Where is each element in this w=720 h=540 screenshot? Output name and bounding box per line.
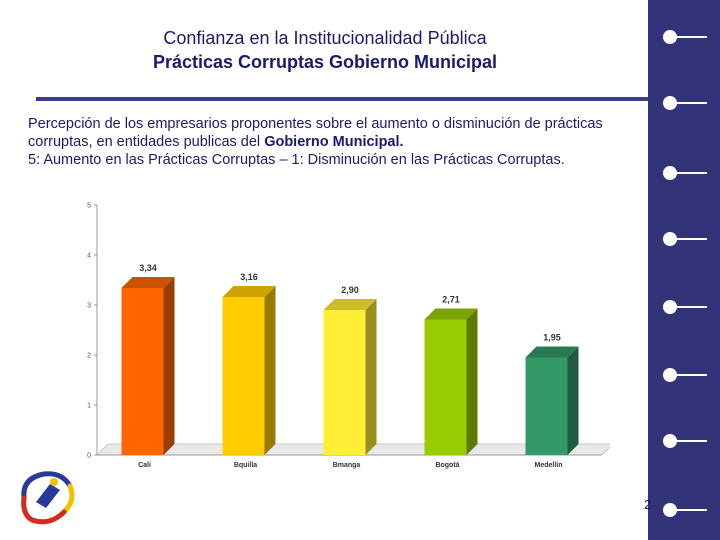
data-label: 1,95 xyxy=(543,333,561,343)
slide-title: Confianza en la Institucionalidad Públic… xyxy=(40,26,610,74)
bar-cali xyxy=(121,288,164,455)
data-label: 3,16 xyxy=(240,272,258,282)
y-tick-label: 1 xyxy=(87,403,91,410)
page-number: 2 xyxy=(644,497,652,512)
y-tick-label: 0 xyxy=(87,453,91,460)
data-label: 2,71 xyxy=(442,295,460,305)
chart-description: Percepción de los empresarios proponente… xyxy=(28,115,646,169)
logo-icon xyxy=(21,471,75,525)
bar-bquilla xyxy=(222,297,265,455)
data-label: 3,34 xyxy=(139,263,157,273)
bullet-icon xyxy=(663,166,707,180)
bar-medellín xyxy=(525,357,568,455)
bar-top xyxy=(323,299,377,310)
bar-side xyxy=(163,277,175,455)
data-label: 2,90 xyxy=(341,285,359,295)
bar-chart: 0 1 2 3 4 5 3,34 Cali 3,16 Bquilla 2,90 Bmanga 2,71 B… xyxy=(87,203,610,470)
bar-side xyxy=(466,308,478,455)
chart-labels: 0 1 2 3 4 5 3,34 Cali 3,16 Bquilla 2,90 Bmanga 2,71 B… xyxy=(87,203,562,470)
bullet-icon xyxy=(663,434,707,448)
description-scale: 5: Aumento en las Prácticas Corruptas – … xyxy=(28,152,565,168)
bar-side xyxy=(567,346,579,455)
chart-bars xyxy=(121,277,579,455)
y-tick-label: 4 xyxy=(87,253,91,260)
description-bold-entity: Gobierno Municipal. xyxy=(264,134,404,150)
title-line-2: Prácticas Corruptas Gobierno Municipal xyxy=(152,52,498,72)
bullet-icon xyxy=(663,232,707,246)
y-tick-label: 5 xyxy=(87,203,91,210)
bar-top xyxy=(525,346,579,358)
x-tick-label: Bquilla xyxy=(234,462,257,469)
title-line-1: Confianza en la Institucionalidad Públic… xyxy=(163,28,487,48)
y-tick-label: 3 xyxy=(87,303,91,310)
title-divider xyxy=(36,97,648,101)
bar-side xyxy=(264,286,276,455)
bullet-icon xyxy=(663,503,707,517)
x-tick-label: Cali xyxy=(138,462,151,469)
bullet-icon xyxy=(663,300,707,314)
x-tick-label: Bogotá xyxy=(435,462,459,469)
bar-side xyxy=(365,299,377,455)
bar-top xyxy=(121,277,175,288)
x-tick-label: Medellín xyxy=(534,462,562,469)
decorative-sidebar xyxy=(648,0,720,540)
bar-top xyxy=(424,308,478,320)
bullet-icon xyxy=(663,368,707,382)
bullet-icon xyxy=(663,30,707,44)
bar-bogotá xyxy=(424,319,467,455)
x-tick-label: Bmanga xyxy=(333,462,361,469)
y-tick-label: 2 xyxy=(87,353,91,360)
bullet-icon xyxy=(663,96,707,110)
description-text: Percepción de los empresarios proponente… xyxy=(28,116,603,150)
bar-top xyxy=(222,286,276,297)
bar-bmanga xyxy=(323,310,366,455)
